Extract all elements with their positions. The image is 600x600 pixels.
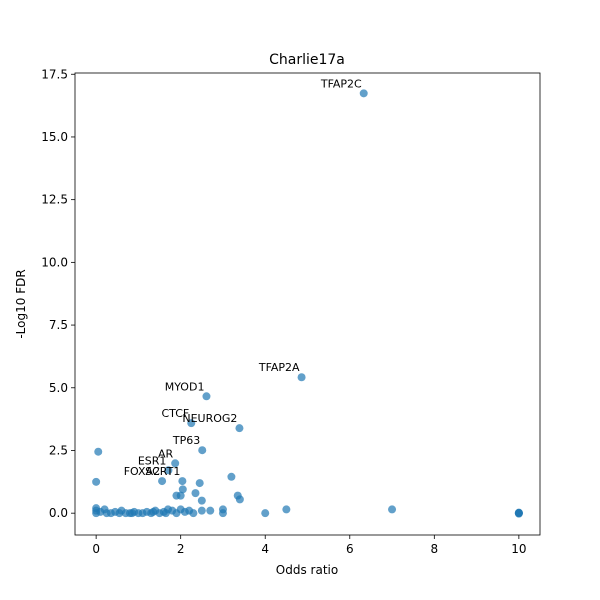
y-tick-label: 0.0 <box>49 506 68 520</box>
point <box>282 505 291 514</box>
y-tick-label: 7.5 <box>49 318 68 332</box>
point <box>171 459 180 468</box>
x-tick-label: 0 <box>92 542 100 556</box>
point-label: NEUROG2 <box>182 412 237 425</box>
y-tick-label: 2.5 <box>49 443 68 457</box>
x-tick-label: 2 <box>177 542 185 556</box>
point-label: CTCF <box>161 407 189 420</box>
point <box>235 424 244 433</box>
x-axis-label: Odds ratio <box>276 563 338 577</box>
point <box>359 89 368 98</box>
y-tick-label: 12.5 <box>41 193 68 207</box>
point <box>297 373 306 382</box>
point <box>149 507 158 516</box>
point <box>388 505 397 514</box>
point-label: FOXA2 <box>124 465 160 478</box>
point <box>191 489 200 498</box>
point <box>261 509 270 518</box>
x-tick-label: 4 <box>261 542 269 556</box>
point <box>189 509 198 518</box>
point <box>206 506 215 515</box>
point <box>94 447 103 456</box>
point <box>161 509 170 518</box>
point-label: TFAP2C <box>320 77 362 90</box>
point <box>158 477 167 486</box>
point <box>178 485 187 494</box>
chart-title: Charlie17a <box>269 52 345 68</box>
point <box>164 466 173 475</box>
point <box>176 491 185 500</box>
point <box>187 419 196 428</box>
point-label: MYOD1 <box>165 380 205 393</box>
x-tick-label: 10 <box>511 542 526 556</box>
point <box>178 477 187 486</box>
point-label: SCRT1 <box>145 465 180 478</box>
y-tick-label: 15.0 <box>41 130 68 144</box>
y-axis-label: -Log10 FDR <box>14 269 28 338</box>
point <box>235 495 244 504</box>
point-label: ESR1 <box>138 454 167 467</box>
point <box>197 506 206 515</box>
point <box>128 509 137 518</box>
point <box>218 505 227 514</box>
point <box>195 479 204 488</box>
point-label: TFAP2A <box>258 361 300 374</box>
point-label: AR <box>158 447 174 460</box>
x-tick-label: 8 <box>430 542 438 556</box>
point <box>197 496 206 505</box>
y-tick-label: 5.0 <box>49 381 68 395</box>
y-tick-label: 17.5 <box>41 67 68 81</box>
point <box>227 472 236 481</box>
plot-frame <box>74 72 541 536</box>
point <box>202 392 211 401</box>
y-tick-label: 10.0 <box>41 255 68 269</box>
x-tick-label: 6 <box>346 542 354 556</box>
point <box>514 508 523 517</box>
point <box>92 477 101 486</box>
point-label: TP63 <box>172 434 200 447</box>
point <box>198 446 207 455</box>
